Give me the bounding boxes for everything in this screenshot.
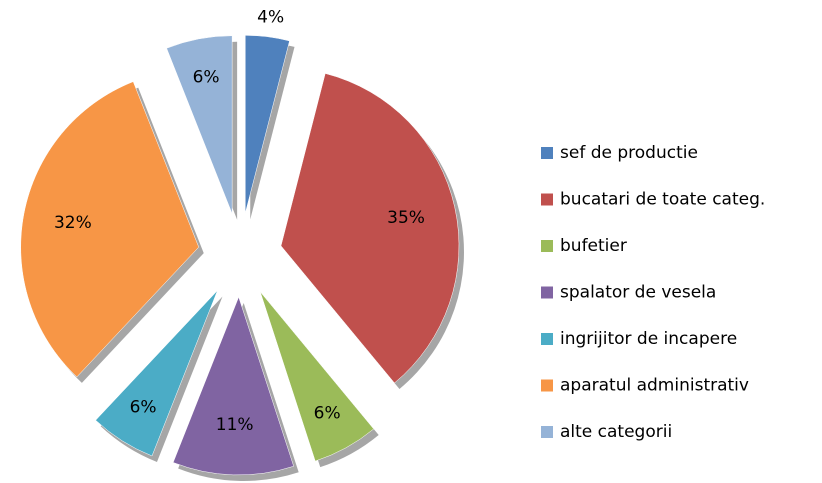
legend-swatch: [541, 193, 553, 206]
legend-swatch: [541, 426, 553, 438]
pie-slice: [280, 73, 460, 384]
legend-label: ingrijitor de incapere: [560, 329, 737, 349]
pie-slice: [166, 35, 233, 214]
data-label: 6%: [314, 403, 341, 423]
legend-label: spalator de vesela: [560, 283, 716, 303]
legend-swatch: [541, 147, 553, 159]
data-label: 32%: [54, 213, 92, 233]
pie-slice: [245, 35, 290, 214]
pie-slice: [95, 290, 218, 457]
legend-swatch: [541, 286, 553, 299]
pie-slice: [172, 296, 295, 476]
legend-label: bucatari de toate categ.: [560, 190, 765, 210]
legend-swatch: [541, 379, 553, 392]
data-label: 4%: [257, 7, 284, 27]
pie-slice: [259, 291, 375, 462]
legend-label: alte categorii: [560, 422, 672, 442]
legend-label: sef de productie: [560, 143, 698, 163]
pie-slice: [20, 81, 200, 378]
data-label: 6%: [130, 398, 157, 418]
legend-swatch: [541, 333, 553, 345]
legend-label: aparatul administrativ: [560, 376, 749, 396]
legend-swatch: [541, 240, 553, 252]
data-label: 35%: [387, 208, 425, 228]
data-label: 6%: [193, 67, 220, 87]
data-label: 11%: [216, 415, 254, 435]
legend-label: bufetier: [560, 236, 627, 256]
